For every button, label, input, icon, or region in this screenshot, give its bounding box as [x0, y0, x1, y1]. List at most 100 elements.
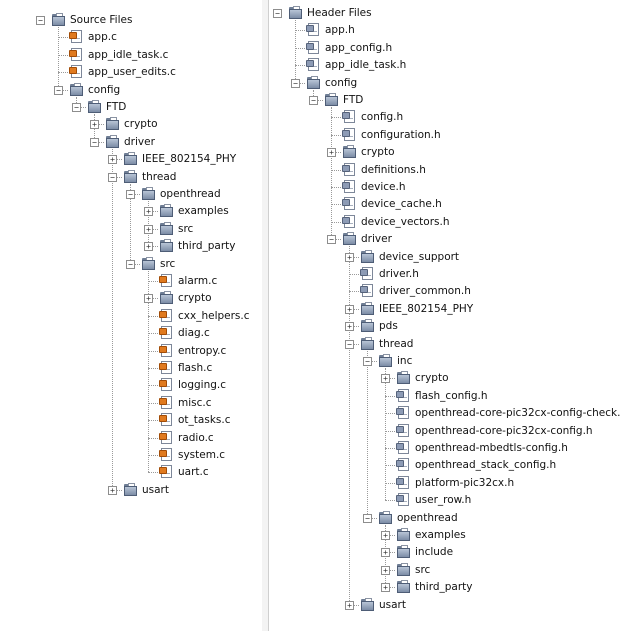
tree-file-flash-config-h[interactable]: flash_config.h — [269, 388, 620, 405]
collapse-icon[interactable] — [273, 9, 282, 18]
tree-node-label: openthread — [160, 188, 221, 200]
tree-file-radio-c[interactable]: radio.c — [0, 430, 262, 447]
tree-folder-crypto[interactable]: crypto — [269, 144, 620, 161]
collapse-icon[interactable] — [126, 259, 135, 269]
tree-folder-third-party[interactable]: third_party — [269, 579, 620, 596]
tree-folder-openthread[interactable]: openthread — [269, 510, 620, 527]
tree-folder-inc[interactable]: inc — [269, 353, 620, 370]
tree-file-app-config-h[interactable]: app_config.h — [269, 40, 620, 57]
tree-file-app-c[interactable]: app.c — [0, 29, 262, 46]
tree-file-system-c[interactable]: system.c — [0, 447, 262, 464]
tree-folder-examples[interactable]: examples — [0, 203, 262, 220]
source-files-tree-panel: Source Files app.c app_idle_task.c app_user… — [0, 0, 263, 631]
expand-icon[interactable] — [327, 148, 336, 158]
tree-folder-crypto[interactable]: crypto — [0, 116, 262, 133]
tree-file-flash-c[interactable]: flash.c — [0, 360, 262, 377]
expand-icon[interactable] — [381, 374, 390, 384]
tree-file-driver-h[interactable]: driver.h — [269, 266, 620, 283]
collapse-icon[interactable] — [72, 103, 81, 112]
tree-folder-driver[interactable]: driver — [0, 134, 262, 151]
tree-file-device-vectors-h[interactable]: device_vectors.h — [269, 214, 620, 231]
tree-file-openthread-core-pic32cx-config-check-h[interactable]: openthread-core-pic32cx-config-check.h — [269, 405, 620, 422]
collapse-icon[interactable] — [345, 339, 354, 349]
tree-file-misc-c[interactable]: misc.c — [0, 395, 262, 412]
tree-folder-crypto[interactable]: crypto — [0, 290, 262, 307]
expand-icon[interactable] — [381, 548, 390, 558]
tree-file-uart-c[interactable]: uart.c — [0, 464, 262, 481]
collapse-icon[interactable] — [363, 513, 372, 523]
expand-icon[interactable] — [345, 322, 354, 332]
tree-file-app-user-edits-c[interactable]: app_user_edits.c — [0, 64, 262, 81]
tree-file-entropy-c[interactable]: entropy.c — [0, 343, 262, 360]
tree-folder-ieee-802154-phy[interactable]: IEEE_802154_PHY — [0, 151, 262, 168]
expand-icon[interactable] — [345, 252, 354, 262]
tree-file-app-h[interactable]: app.h — [269, 22, 620, 39]
collapse-icon[interactable] — [36, 16, 45, 25]
collapse-icon[interactable] — [363, 357, 372, 366]
tree-branch-line — [385, 430, 395, 432]
tree-folder-thread[interactable]: thread — [269, 336, 620, 353]
expand-icon[interactable] — [144, 242, 153, 252]
tree-folder-source-files[interactable]: Source Files — [0, 12, 262, 29]
tree-file-ot-tasks-c[interactable]: ot_tasks.c — [0, 412, 262, 429]
tree-file-configuration-h[interactable]: configuration.h — [269, 127, 620, 144]
tree-folder-pds[interactable]: pds — [269, 318, 620, 335]
tree-folder-ftd[interactable]: FTD — [269, 92, 620, 109]
tree-folder-config[interactable]: config — [269, 75, 620, 92]
expand-icon[interactable] — [90, 120, 99, 130]
expand-icon[interactable] — [381, 583, 390, 593]
tree-folder-include[interactable]: include — [269, 544, 620, 561]
tree-file-device-cache-h[interactable]: device_cache.h — [269, 196, 620, 213]
expand-icon[interactable] — [345, 600, 354, 610]
collapse-icon[interactable] — [90, 137, 99, 147]
expand-icon[interactable] — [381, 531, 390, 540]
tree-file-cxx-helpers-c[interactable]: cxx_helpers.c — [0, 308, 262, 325]
tree-file-user-row-h[interactable]: user_row.h — [269, 492, 620, 509]
collapse-icon[interactable] — [309, 96, 318, 105]
expand-icon[interactable] — [108, 485, 117, 495]
tree-folder-src[interactable]: src — [269, 562, 620, 579]
tree-file-alarm-c[interactable]: alarm.c — [0, 273, 262, 290]
tree-folder-examples[interactable]: examples — [269, 527, 620, 544]
tree-folder-ieee-802154-phy[interactable]: IEEE_802154_PHY — [269, 301, 620, 318]
collapse-icon[interactable] — [327, 235, 336, 245]
tree-folder-third-party[interactable]: third_party — [0, 238, 262, 255]
expand-icon[interactable] — [108, 155, 117, 165]
tree-file-app-idle-task-c[interactable]: app_idle_task.c — [0, 47, 262, 64]
collapse-icon[interactable] — [126, 190, 135, 199]
expand-icon[interactable] — [345, 304, 354, 314]
tree-branch-line — [148, 385, 158, 387]
tree-file-driver-common-h[interactable]: driver_common.h — [269, 283, 620, 300]
tree-folder-driver[interactable]: driver — [269, 231, 620, 248]
collapse-icon[interactable] — [54, 85, 63, 95]
tree-folder-ftd[interactable]: FTD — [0, 99, 262, 116]
expand-icon[interactable] — [381, 565, 390, 575]
tree-folder-thread[interactable]: thread — [0, 169, 262, 186]
expand-icon[interactable] — [144, 224, 153, 234]
tree-folder-usart[interactable]: usart — [0, 482, 262, 499]
tree-folder-src[interactable]: src — [0, 256, 262, 273]
expand-icon[interactable] — [144, 294, 153, 304]
tree-folder-header-files[interactable]: Header Files — [269, 5, 620, 22]
tree-file-device-h[interactable]: device.h — [269, 179, 620, 196]
collapse-icon[interactable] — [291, 78, 300, 88]
tree-file-platform-pic32cx-h[interactable]: platform-pic32cx.h — [269, 475, 620, 492]
tree-file-app-idle-task-h[interactable]: app_idle_task.h — [269, 57, 620, 74]
tree-file-config-h[interactable]: config.h — [269, 109, 620, 126]
tree-file-openthread-core-pic32cx-config-h[interactable]: openthread-core-pic32cx-config.h — [269, 423, 620, 440]
tree-folder-device-support[interactable]: device_support — [269, 249, 620, 266]
collapse-icon[interactable] — [108, 172, 117, 182]
tree-folder-config[interactable]: config — [0, 82, 262, 99]
expand-icon[interactable] — [144, 207, 153, 217]
tree-node-label: openthread-core-pic32cx-config.h — [415, 424, 593, 437]
tree-file-openthread-stack-config-h[interactable]: openthread_stack_config.h — [269, 457, 620, 474]
tree-folder-openthread[interactable]: openthread — [0, 186, 262, 203]
tree-folder-src[interactable]: src — [0, 221, 262, 238]
tree-file-definitions-h[interactable]: definitions.h — [269, 162, 620, 179]
tree-file-openthread-mbedtls-config-h[interactable]: openthread-mbedtls-config.h — [269, 440, 620, 457]
tree-branch-line — [349, 256, 359, 258]
tree-folder-usart[interactable]: usart — [269, 597, 620, 614]
tree-file-logging-c[interactable]: logging.c — [0, 377, 262, 394]
tree-file-diag-c[interactable]: diag.c — [0, 325, 262, 342]
tree-folder-crypto[interactable]: crypto — [269, 370, 620, 387]
